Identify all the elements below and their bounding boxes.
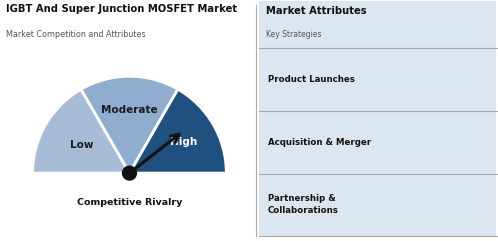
- Text: Key Strategies: Key Strategies: [266, 30, 322, 39]
- Circle shape: [123, 166, 136, 180]
- Text: Low: Low: [70, 141, 93, 150]
- Text: Market Competition and Attributes: Market Competition and Attributes: [6, 30, 145, 39]
- Wedge shape: [447, 187, 478, 223]
- Wedge shape: [129, 89, 226, 173]
- Wedge shape: [441, 187, 460, 218]
- Text: Collaborations: Collaborations: [268, 206, 339, 215]
- Wedge shape: [441, 124, 478, 160]
- Text: Product Launches: Product Launches: [268, 75, 355, 84]
- Wedge shape: [442, 61, 478, 98]
- Wedge shape: [460, 124, 470, 142]
- Text: Moderate: Moderate: [101, 105, 158, 115]
- Text: Market Attributes: Market Attributes: [266, 6, 367, 16]
- Text: Acquisition & Merger: Acquisition & Merger: [268, 138, 371, 147]
- Wedge shape: [81, 76, 178, 173]
- Text: Competitive Rivalry: Competitive Rivalry: [77, 198, 182, 207]
- Wedge shape: [33, 89, 129, 173]
- Text: IGBT And Super Junction MOSFET Market: IGBT And Super Junction MOSFET Market: [6, 4, 237, 13]
- Wedge shape: [441, 61, 460, 83]
- Text: High: High: [170, 137, 197, 147]
- Text: Partnership &: Partnership &: [268, 194, 336, 203]
